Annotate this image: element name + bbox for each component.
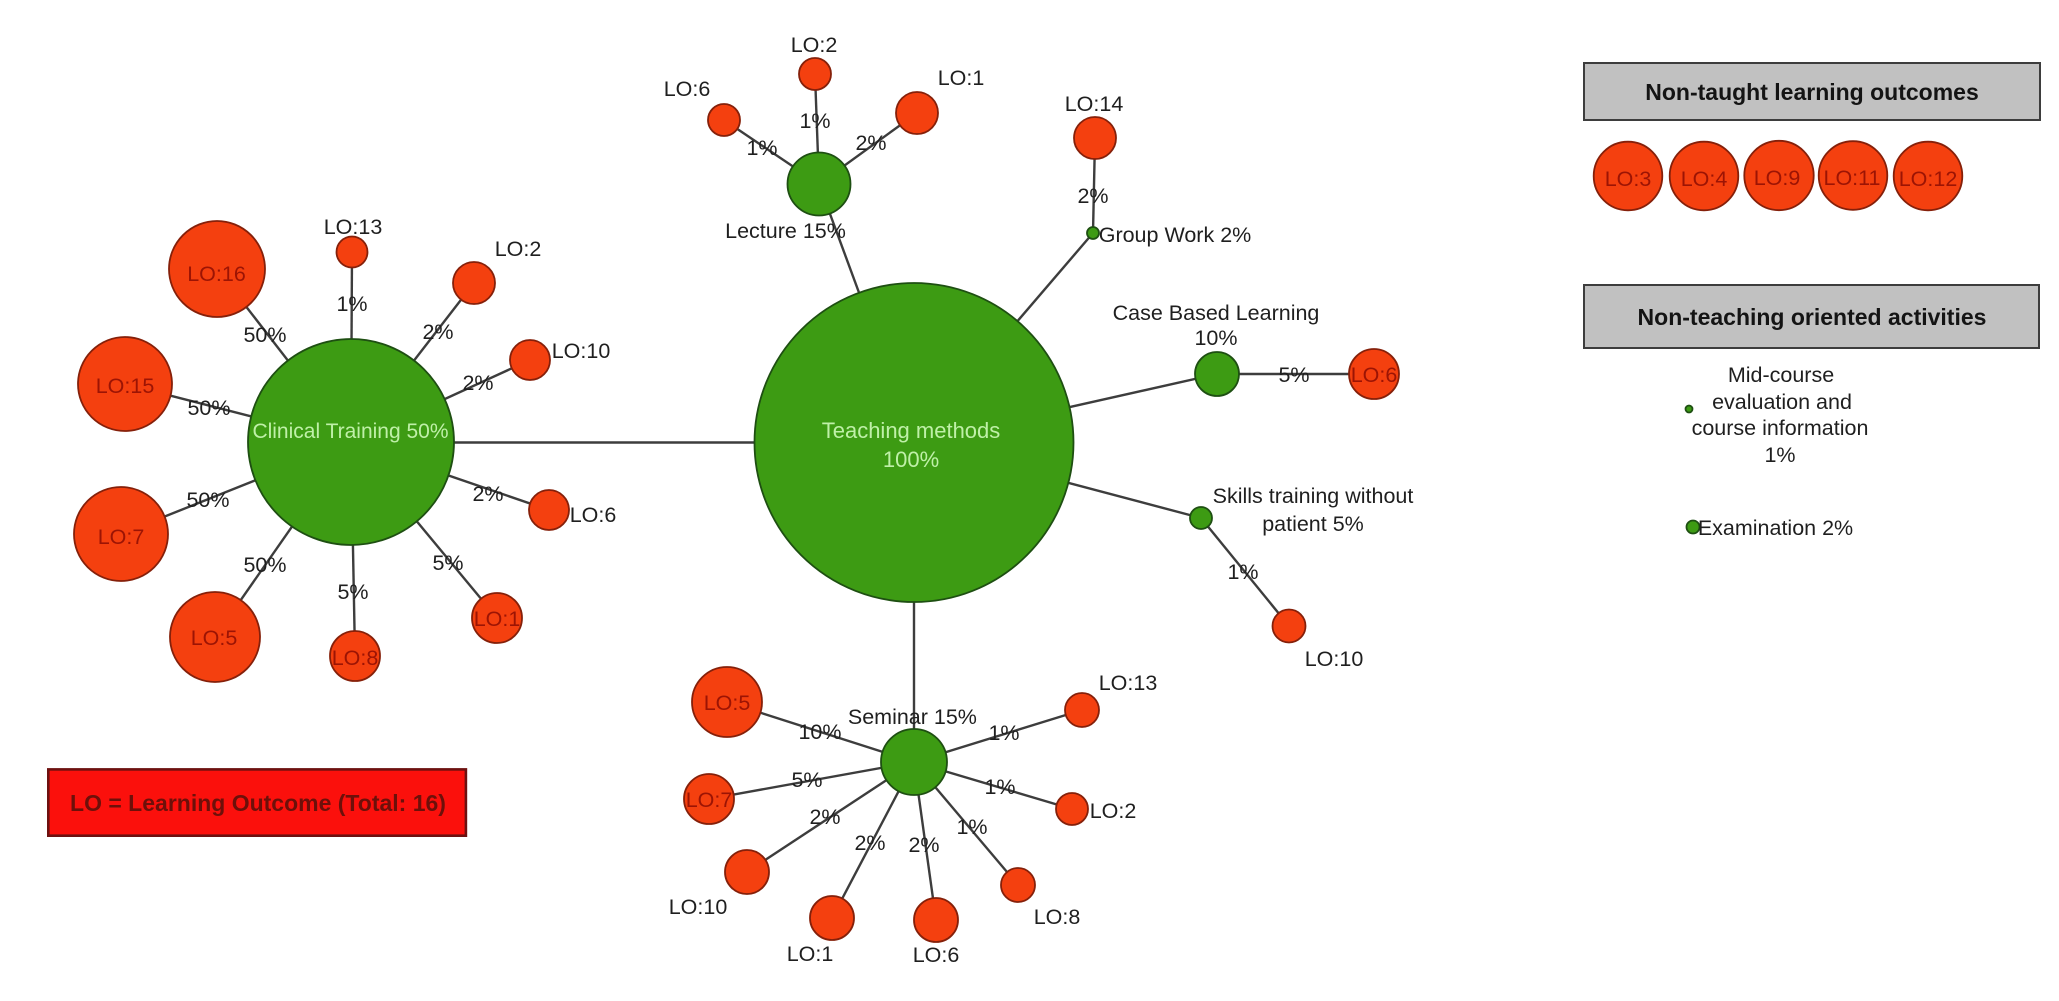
svg-text:2%: 2%	[472, 482, 503, 506]
svg-text:Teaching methods: Teaching methods	[822, 418, 1001, 443]
svg-text:LO:8: LO:8	[1034, 905, 1081, 929]
svg-text:50%: 50%	[187, 396, 230, 420]
svg-text:10%: 10%	[798, 720, 841, 744]
svg-text:LO:6: LO:6	[913, 943, 960, 967]
svg-text:1%: 1%	[336, 292, 367, 316]
svg-text:50%: 50%	[243, 323, 286, 347]
svg-text:Seminar 15%: Seminar 15%	[848, 705, 977, 729]
svg-text:2%: 2%	[854, 831, 885, 855]
svg-text:LO:7: LO:7	[98, 525, 145, 549]
svg-text:LO:12: LO:12	[1899, 167, 1958, 191]
svg-text:2%: 2%	[1077, 184, 1108, 208]
svg-text:LO:4: LO:4	[1681, 167, 1728, 191]
svg-text:LO:10: LO:10	[1305, 647, 1364, 671]
svg-text:LO:2: LO:2	[1090, 799, 1137, 823]
svg-text:1%: 1%	[984, 775, 1015, 799]
svg-text:5%: 5%	[432, 551, 463, 575]
svg-text:LO:9: LO:9	[1754, 166, 1801, 190]
svg-text:2%: 2%	[908, 833, 939, 857]
svg-text:10%: 10%	[1194, 326, 1237, 350]
svg-text:50%: 50%	[243, 553, 286, 577]
svg-text:course information: course information	[1692, 416, 1869, 440]
svg-text:Case Based Learning: Case Based Learning	[1113, 301, 1320, 325]
svg-text:Mid-course: Mid-course	[1728, 363, 1834, 387]
svg-text:50%: 50%	[186, 488, 229, 512]
svg-text:LO:11: LO:11	[1824, 166, 1881, 190]
svg-text:LO:6: LO:6	[570, 503, 617, 527]
svg-text:LO:5: LO:5	[704, 691, 751, 715]
svg-text:Lecture 15%: Lecture 15%	[725, 219, 846, 243]
svg-text:2%: 2%	[422, 320, 453, 344]
svg-text:Examination 2%: Examination 2%	[1698, 516, 1853, 540]
svg-text:LO:10: LO:10	[552, 339, 611, 363]
svg-text:1%: 1%	[746, 136, 777, 160]
svg-text:LO:13: LO:13	[324, 215, 383, 239]
svg-text:100%: 100%	[883, 447, 939, 472]
svg-text:LO = Learning Outcome (Total:: LO = Learning Outcome (Total: 16)	[70, 790, 446, 816]
svg-text:LO:2: LO:2	[495, 237, 542, 261]
svg-text:1%: 1%	[1227, 560, 1258, 584]
svg-text:LO:7: LO:7	[686, 788, 733, 812]
svg-text:LO:6: LO:6	[1351, 363, 1398, 387]
svg-text:LO:6: LO:6	[664, 77, 711, 101]
svg-text:evaluation and: evaluation and	[1712, 390, 1852, 414]
svg-text:2%: 2%	[462, 371, 493, 395]
svg-text:patient 5%: patient 5%	[1262, 512, 1364, 536]
svg-text:2%: 2%	[855, 131, 886, 155]
svg-text:LO:14: LO:14	[1065, 92, 1124, 116]
svg-text:LO:1: LO:1	[474, 607, 521, 631]
svg-text:LO:5: LO:5	[191, 626, 238, 650]
svg-text:LO:13: LO:13	[1099, 671, 1158, 695]
svg-text:5%: 5%	[337, 580, 368, 604]
svg-text:LO:1: LO:1	[787, 942, 834, 966]
svg-text:Non-teaching oriented activiti: Non-teaching oriented activities	[1638, 304, 1987, 330]
svg-text:LO:2: LO:2	[791, 33, 838, 57]
svg-text:1%: 1%	[799, 109, 830, 133]
svg-text:Group Work 2%: Group Work 2%	[1099, 223, 1252, 247]
svg-text:5%: 5%	[1278, 363, 1309, 387]
svg-text:1%: 1%	[956, 815, 987, 839]
svg-text:LO:16: LO:16	[187, 262, 246, 286]
svg-text:Non-taught learning outcomes: Non-taught learning outcomes	[1645, 79, 1979, 105]
svg-text:1%: 1%	[1764, 443, 1795, 467]
svg-text:LO:10: LO:10	[669, 895, 728, 919]
svg-text:Clinical Training 50%: Clinical Training 50%	[252, 420, 448, 443]
svg-text:Skills training without: Skills training without	[1213, 484, 1414, 508]
svg-text:LO:8: LO:8	[332, 646, 379, 670]
svg-text:5%: 5%	[791, 768, 822, 792]
svg-text:2%: 2%	[809, 805, 840, 829]
svg-text:LO:3: LO:3	[1605, 167, 1652, 191]
svg-text:1%: 1%	[988, 721, 1019, 745]
svg-text:LO:15: LO:15	[96, 374, 155, 398]
svg-text:LO:1: LO:1	[938, 66, 985, 90]
